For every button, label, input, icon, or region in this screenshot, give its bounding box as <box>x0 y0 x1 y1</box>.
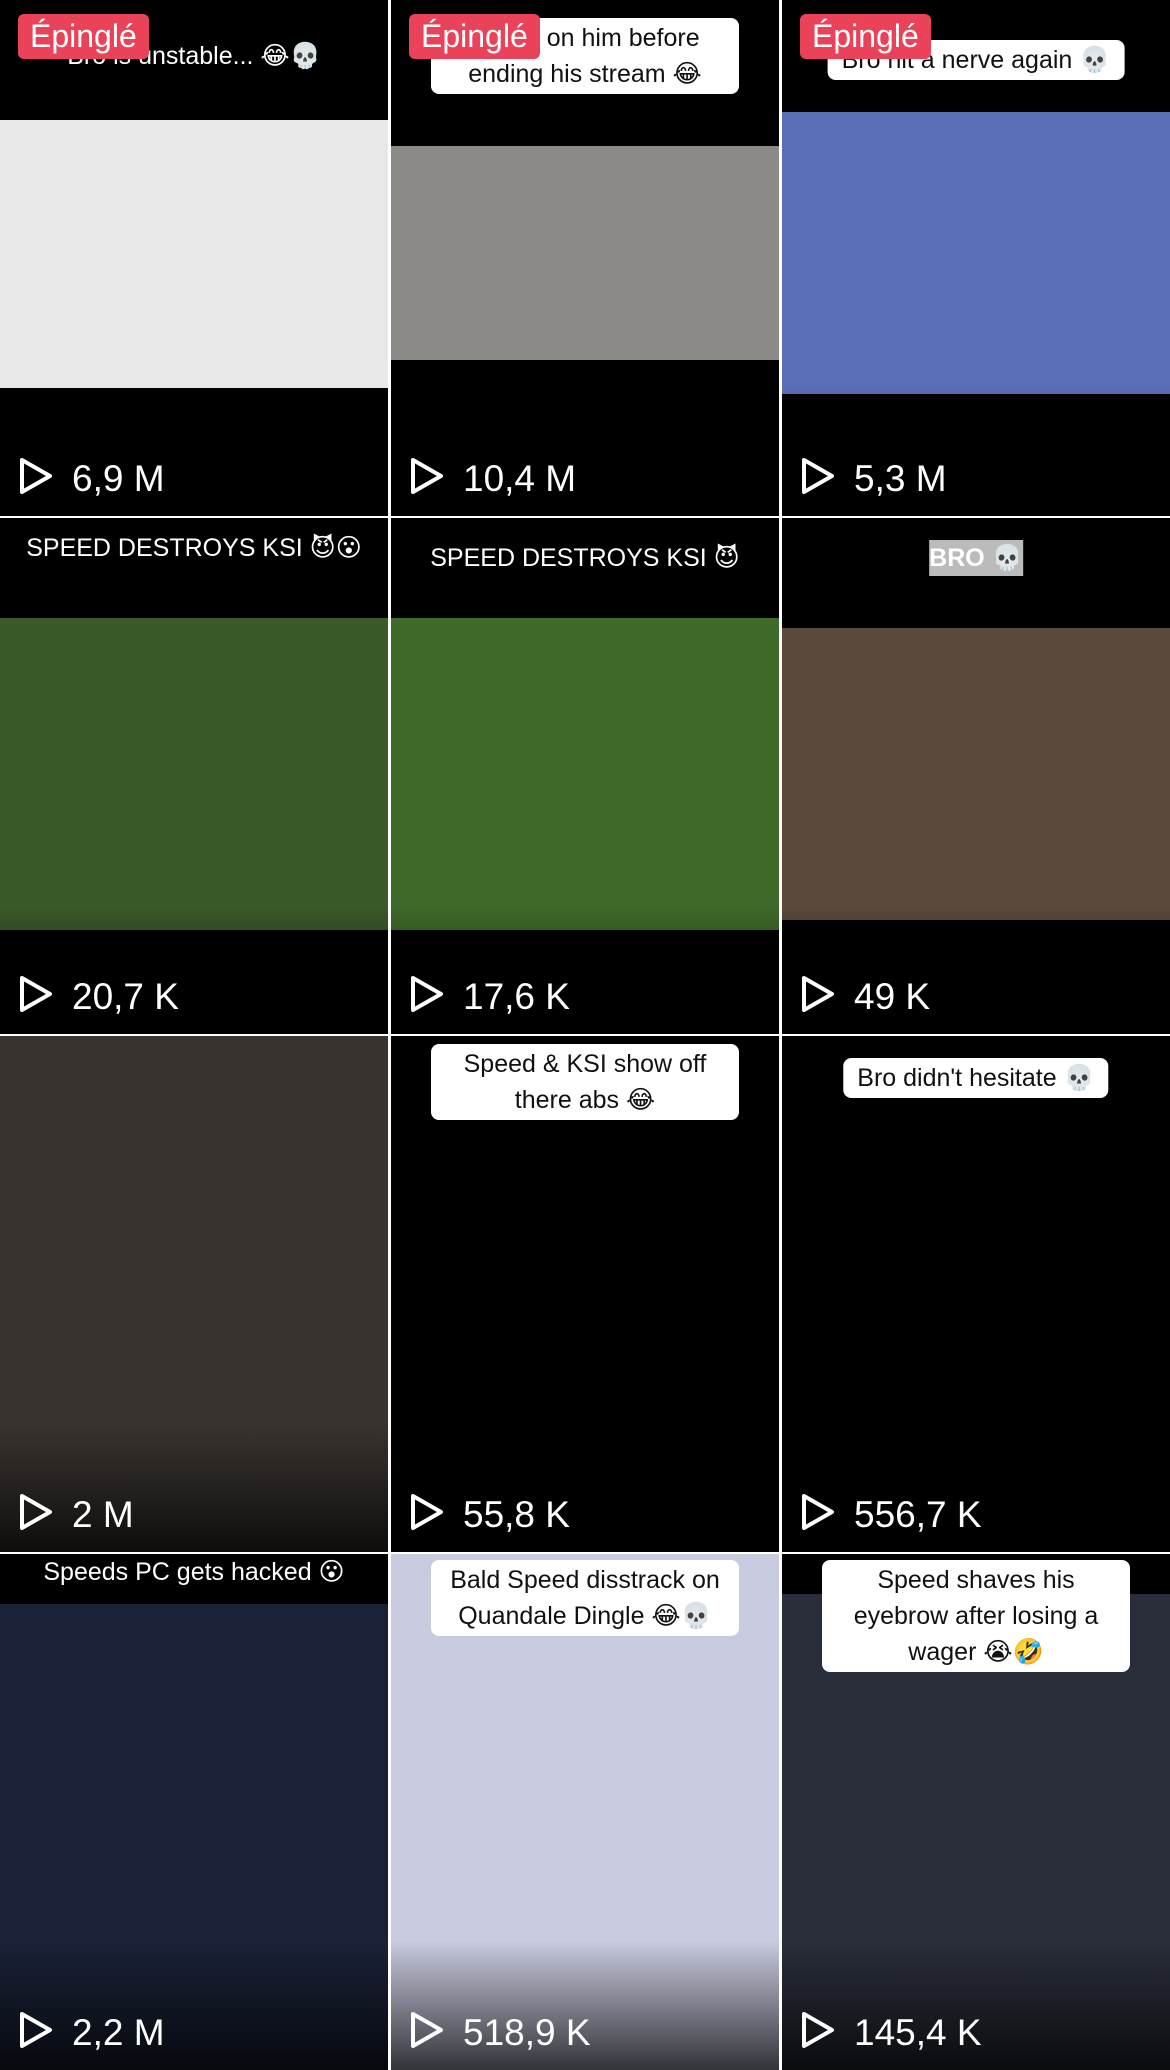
video-tile[interactable]: Bro is unstable... 😂💀 Épinglé 6,9 M <box>0 0 388 516</box>
bottom-shade <box>0 1422 388 1552</box>
bottom-shade <box>782 904 1170 1034</box>
view-count: 10,4 M <box>463 458 577 499</box>
bottom-shade <box>391 1940 779 2070</box>
play-icon <box>802 458 834 494</box>
play-icon <box>411 2012 443 2048</box>
play-icon <box>411 1494 443 1530</box>
pinned-badge: Épinglé <box>18 14 149 59</box>
bottom-shade <box>0 904 388 1034</box>
pinned-badge: Épinglé <box>800 14 931 59</box>
view-count: 20,7 K <box>72 976 179 1017</box>
view-count: 6,9 M <box>72 458 165 499</box>
bottom-shade <box>782 1422 1170 1552</box>
thumbnail <box>782 628 1170 920</box>
bottom-shade <box>0 1940 388 2070</box>
video-tile[interactable]: Speeds PC gets hacked 😮 2,2 M <box>0 1554 388 2070</box>
view-count: 556,7 K <box>854 1494 982 1535</box>
bottom-shade <box>782 1940 1170 2070</box>
bottom-shade <box>391 1422 779 1552</box>
video-tile[interactable]: Bro didn't hesitate 💀 556,7 K <box>782 1036 1170 1552</box>
caption: SPEED DESTROYS KSI 😈😮 <box>26 534 362 562</box>
play-icon <box>20 1494 52 1530</box>
thumbnail <box>0 120 388 388</box>
bottom-shade <box>782 386 1170 516</box>
caption: Speeds PC gets hacked 😮 <box>43 1558 345 1586</box>
thumbnail <box>391 618 779 930</box>
video-tile[interactable]: Speed shaves his eyebrow after losing a … <box>782 1554 1170 2070</box>
caption: BRO 💀 <box>929 540 1023 576</box>
view-count: 17,6 K <box>463 976 570 1017</box>
pinned-badge: Épinglé <box>409 14 540 59</box>
view-count: 5,3 M <box>854 458 947 499</box>
view-count: 518,9 K <box>463 2012 591 2053</box>
view-count: 2,2 M <box>72 2012 165 2053</box>
play-icon <box>802 1494 834 1530</box>
bottom-shade <box>391 904 779 1034</box>
video-tile[interactable]: BRO 💀 49 K <box>782 518 1170 1034</box>
video-tile[interactable]: 2 M <box>0 1036 388 1552</box>
play-icon <box>20 976 52 1012</box>
play-icon <box>802 976 834 1012</box>
thumbnail <box>0 618 388 930</box>
play-icon <box>20 458 52 494</box>
caption: Bald Speed disstrack on Quandale Dingle … <box>431 1560 739 1636</box>
thumbnail <box>782 112 1170 394</box>
view-count: 49 K <box>854 976 931 1017</box>
thumbnail <box>391 146 779 360</box>
bottom-shade <box>391 386 779 516</box>
caption: Speed & KSI show off there abs 😂 <box>431 1044 739 1120</box>
play-icon <box>411 458 443 494</box>
caption: Bro didn't hesitate 💀 <box>843 1058 1109 1098</box>
view-count: 2 M <box>72 1494 134 1535</box>
video-tile[interactable]: SPEED DESTROYS KSI 😈 17,6 K <box>391 518 779 1034</box>
caption: SPEED DESTROYS KSI 😈 <box>430 544 740 572</box>
video-tile[interactable]: Speed & KSI show off there abs 😂 55,8 K <box>391 1036 779 1552</box>
view-count: 145,4 K <box>854 2012 982 2053</box>
video-tile[interactable]: Bald Speed disstrack on Quandale Dingle … <box>391 1554 779 2070</box>
video-tile[interactable]: Bro hit a nerve again 💀 Épinglé 5,3 M <box>782 0 1170 516</box>
play-icon <box>411 976 443 1012</box>
video-tile[interactable]: C falls on him before ending his stream … <box>391 0 779 516</box>
video-tile[interactable]: SPEED DESTROYS KSI 😈😮 20,7 K <box>0 518 388 1034</box>
view-count: 55,8 K <box>463 1494 570 1535</box>
play-icon <box>20 2012 52 2048</box>
caption: Speed shaves his eyebrow after losing a … <box>822 1560 1130 1672</box>
bottom-shade <box>0 386 388 516</box>
play-icon <box>802 2012 834 2048</box>
